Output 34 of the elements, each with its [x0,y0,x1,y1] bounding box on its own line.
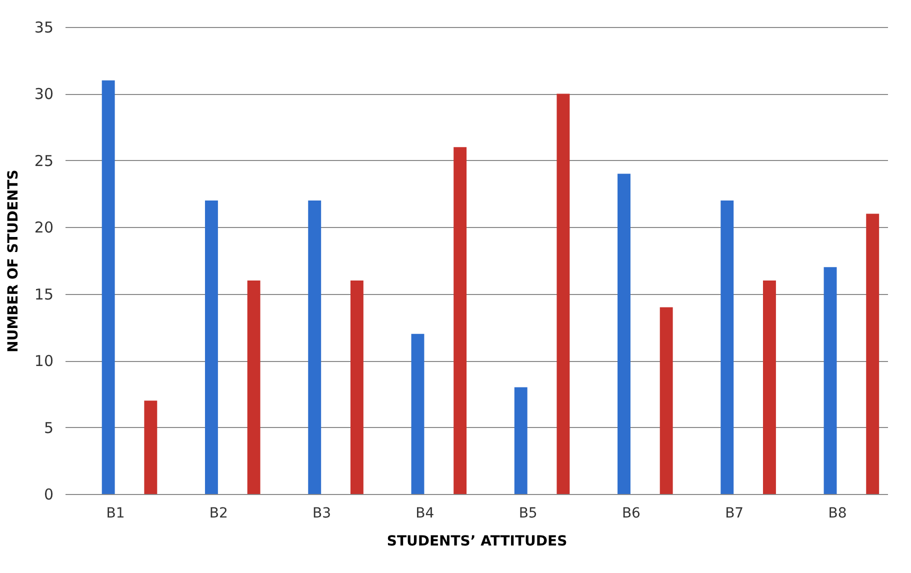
bar [720,200,734,494]
bar [618,174,630,494]
bar [204,200,218,494]
x-tick-label: B3 [312,506,332,522]
y-axis-title: NUMBER OF STUDENTS [5,170,22,352]
x-tick-label: B2 [209,506,228,522]
x-tick-label: B7 [725,506,744,522]
y-tick-label: 30 [34,85,54,104]
y-tick-label: 35 [34,18,54,36]
bar [102,80,115,494]
x-tick-label: B6 [622,506,641,522]
y-tick-label: 5 [44,418,54,437]
x-axis-title: STUDENTS’ ATTITUDES [386,534,568,550]
bar [247,280,260,494]
y-tick-label: 20 [34,218,54,237]
x-tick-label: B5 [518,506,538,522]
bar [350,280,364,494]
x-tick-label: B1 [106,506,125,522]
y-tick-label: 15 [34,285,54,304]
bar [556,94,570,494]
bar [762,280,776,494]
bar [411,334,424,494]
bar [454,147,467,494]
bar [514,387,528,494]
bar [144,400,158,494]
bar [824,267,837,494]
bar [866,214,880,494]
x-tick-label: B4 [416,506,434,522]
y-tick-label: 0 [44,486,54,504]
bar [660,307,673,494]
bar [308,200,322,494]
x-tick-label: B8 [828,506,847,522]
y-tick-label: 10 [34,352,54,370]
y-tick-label: 25 [34,152,54,170]
